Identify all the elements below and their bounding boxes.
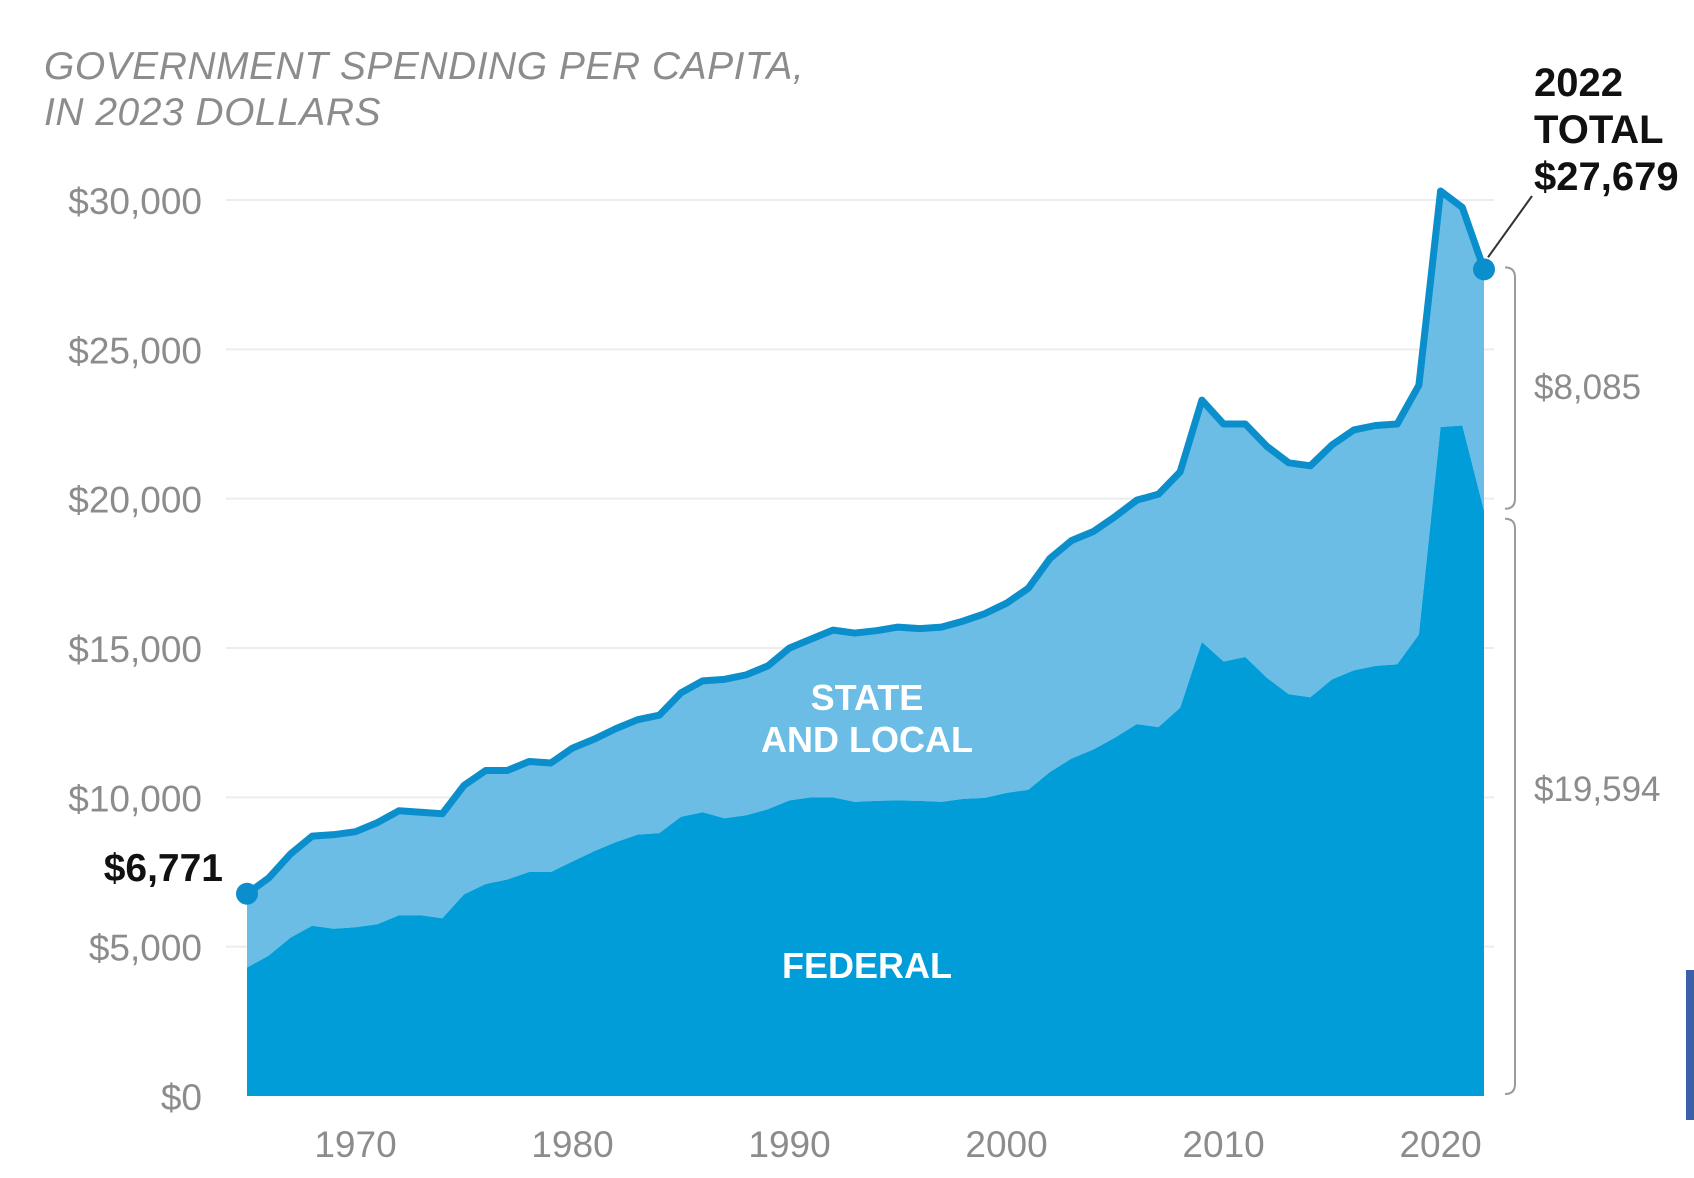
end-point-marker <box>1473 258 1495 281</box>
end-total-label-line-1: 2022 <box>1534 61 1623 105</box>
x-tick-label-2000: 2000 <box>965 1124 1047 1165</box>
state-local-bracket <box>1504 266 1516 510</box>
end-total-label-line-3: $27,679 <box>1534 155 1679 199</box>
y-tick-label-5000: $5,000 <box>89 928 202 969</box>
chart-title-line-1: GOVERNMENT SPENDING PER CAPITA, <box>44 45 805 88</box>
y-tick-label-30000: $30,000 <box>68 181 202 222</box>
end-total-leader-line <box>1487 195 1533 258</box>
federal-bracket <box>1504 517 1516 1095</box>
end-total-label-line-2: TOTAL <box>1534 108 1664 152</box>
federal-2022-value: $19,594 <box>1534 770 1661 809</box>
federal-area <box>247 425 1484 1096</box>
federal-area-label-line-1: FEDERAL <box>782 945 952 986</box>
edge-accent-bar <box>1686 970 1694 1120</box>
state-local-area <box>247 191 1484 968</box>
y-tick-label-15000: $15,000 <box>68 629 202 670</box>
y-tick-label-0: $0 <box>161 1077 202 1118</box>
x-tick-label-2020: 2020 <box>1399 1124 1481 1165</box>
y-tick-label-10000: $10,000 <box>68 778 202 819</box>
x-tick-label-1990: 1990 <box>748 1124 830 1165</box>
x-tick-label-1970: 1970 <box>314 1124 396 1165</box>
state-local-area-label-line-2: AND LOCAL <box>761 719 973 760</box>
chart-title-line-2: IN 2023 DOLLARS <box>44 91 382 134</box>
state-local-2022-value: $8,085 <box>1534 368 1641 407</box>
start-point-marker <box>236 882 258 905</box>
y-tick-label-25000: $25,000 <box>68 330 202 371</box>
y-tick-label-20000: $20,000 <box>68 480 202 521</box>
x-tick-label-1980: 1980 <box>531 1124 613 1165</box>
start-total-label: $6,771 <box>104 847 223 890</box>
chart-title: GOVERNMENT SPENDING PER CAPITA, IN 2023 … <box>44 44 804 136</box>
state-local-area-label-line-1: STATE <box>811 677 924 718</box>
total-line <box>244 187 1488 897</box>
x-tick-label-2010: 2010 <box>1182 1124 1264 1165</box>
